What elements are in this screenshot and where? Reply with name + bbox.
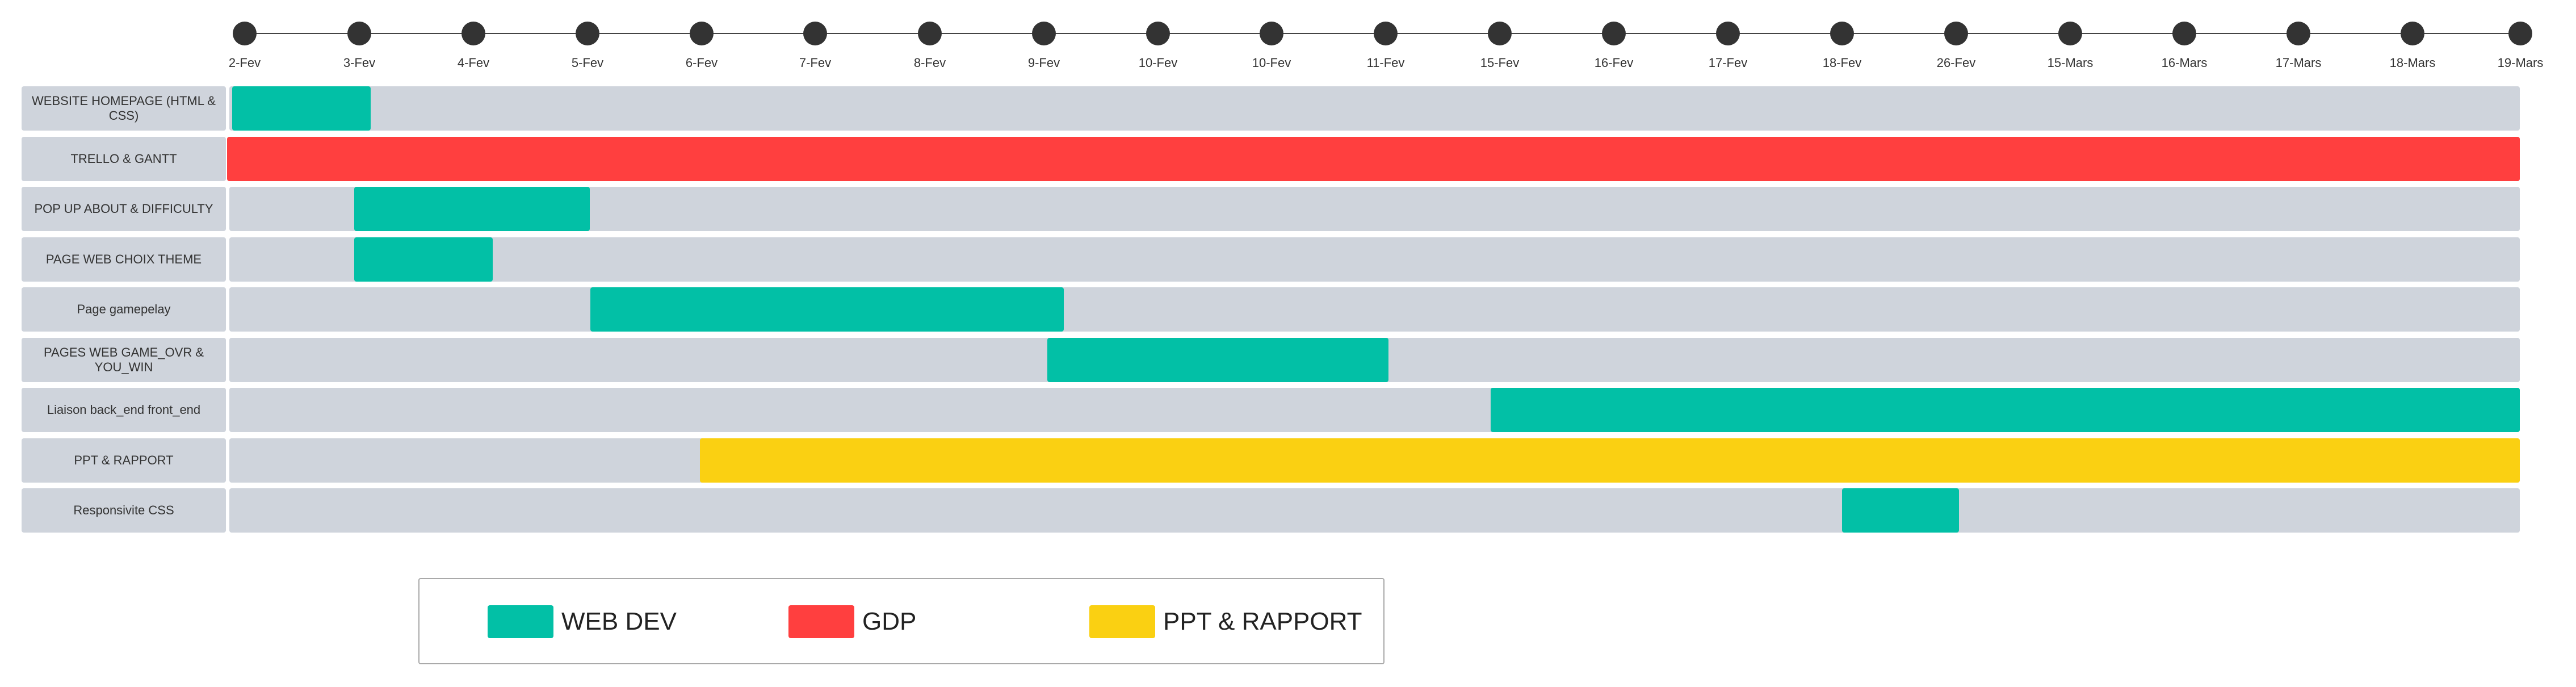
timeline-date-label: 17-Mars bbox=[2275, 56, 2322, 70]
task-label: POP UP ABOUT & DIFFICULTY bbox=[22, 187, 226, 231]
task-bar-web-dev[interactable] bbox=[590, 287, 1064, 332]
task-label: Responsivite CSS bbox=[22, 488, 226, 533]
timeline-date-label: 15-Fev bbox=[1480, 56, 1520, 70]
timeline-date-label: 4-Fev bbox=[457, 56, 490, 70]
timeline-marker bbox=[576, 22, 599, 45]
task-label: Liaison back_end front_end bbox=[22, 388, 226, 432]
legend-label: WEB DEV bbox=[561, 608, 677, 635]
task-label: WEBSITE HOMEPAGE (HTML & CSS) bbox=[22, 86, 226, 131]
timeline-marker bbox=[347, 22, 371, 45]
timeline-marker bbox=[1032, 22, 1056, 45]
task-bar-ppt[interactable] bbox=[700, 438, 2520, 483]
timeline-marker bbox=[1716, 22, 1740, 45]
legend-swatch bbox=[788, 605, 854, 638]
timeline-marker bbox=[2286, 22, 2310, 45]
timeline-axis: 2-Fev 3-Fev 4-Fev 5-Fev 6-Fev 7-Fev 8-Fev 9-Fev… bbox=[0, 0, 2576, 79]
task-label: TRELLO & GANTT bbox=[22, 137, 226, 181]
legend-item: PPT & RAPPORT bbox=[1089, 605, 1362, 638]
task-label: PPT & RAPPORT bbox=[22, 438, 226, 483]
timeline-marker bbox=[233, 22, 257, 45]
legend-item: WEB DEV bbox=[488, 605, 677, 638]
timeline-date-label: 9-Fev bbox=[1027, 56, 1060, 70]
timeline-date-label: 2-Fev bbox=[228, 56, 261, 70]
timeline-date-label: 18-Mars bbox=[2389, 56, 2436, 70]
legend-label: GDP bbox=[862, 608, 917, 635]
timeline-marker bbox=[1488, 22, 1512, 45]
timeline-marker bbox=[690, 22, 714, 45]
task-track bbox=[229, 488, 2520, 533]
legend-swatch bbox=[1089, 605, 1155, 638]
timeline-marker bbox=[2401, 22, 2424, 45]
timeline-date-label: 3-Fev bbox=[343, 56, 376, 70]
timeline-marker bbox=[803, 22, 827, 45]
task-label: Page gamepelay bbox=[22, 287, 226, 332]
task-bar-web-dev[interactable] bbox=[354, 237, 493, 282]
task-bar-web-dev[interactable] bbox=[1842, 488, 1959, 533]
task-label: PAGES WEB GAME_OVR & YOU_WIN bbox=[22, 338, 226, 382]
timeline-marker bbox=[918, 22, 942, 45]
task-track bbox=[229, 86, 2520, 131]
timeline-date-label: 6-Fev bbox=[685, 56, 718, 70]
task-track bbox=[229, 237, 2520, 282]
timeline-date-label: 26-Fev bbox=[1936, 56, 1976, 70]
task-track bbox=[229, 187, 2520, 231]
legend: WEB DEV GDP PPT & RAPPORT bbox=[418, 578, 1385, 664]
timeline-marker bbox=[462, 22, 485, 45]
task-bar-web-dev[interactable] bbox=[354, 187, 590, 231]
legend-item: GDP bbox=[788, 605, 916, 638]
timeline-marker bbox=[1944, 22, 1968, 45]
timeline-date-label: 11-Fev bbox=[1366, 56, 1405, 70]
task-track bbox=[229, 287, 2520, 332]
timeline-date-label: 17-Fev bbox=[1708, 56, 1748, 70]
timeline-date-label: 5-Fev bbox=[571, 56, 604, 70]
timeline-date-label: 16-Mars bbox=[2161, 56, 2208, 70]
task-label: PAGE WEB CHOIX THEME bbox=[22, 237, 226, 282]
task-bar-web-dev[interactable] bbox=[1047, 338, 1388, 382]
timeline-marker bbox=[1146, 22, 1170, 45]
task-bar-gdp[interactable] bbox=[227, 137, 2520, 181]
timeline-marker bbox=[1260, 22, 1283, 45]
timeline-date-label: 15-Mars bbox=[2047, 56, 2093, 70]
timeline-marker bbox=[2058, 22, 2082, 45]
task-bar-web-dev[interactable] bbox=[1491, 388, 2520, 432]
timeline-date-label: 8-Fev bbox=[913, 56, 946, 70]
timeline-date-label: 19-Mars bbox=[2497, 56, 2544, 70]
legend-label: PPT & RAPPORT bbox=[1163, 608, 1362, 635]
timeline-marker bbox=[1374, 22, 1398, 45]
task-bar-web-dev[interactable] bbox=[232, 86, 371, 131]
timeline-date-label: 10-Fev bbox=[1252, 56, 1291, 70]
timeline-date-label: 16-Fev bbox=[1594, 56, 1634, 70]
timeline-date-label: 18-Fev bbox=[1822, 56, 1862, 70]
timeline-marker bbox=[1602, 22, 1626, 45]
timeline-date-label: 7-Fev bbox=[799, 56, 832, 70]
timeline-date-label: 10-Fev bbox=[1138, 56, 1178, 70]
timeline-marker bbox=[1830, 22, 1854, 45]
timeline-marker bbox=[2172, 22, 2196, 45]
timeline-marker bbox=[2508, 22, 2532, 45]
legend-swatch bbox=[488, 605, 553, 638]
